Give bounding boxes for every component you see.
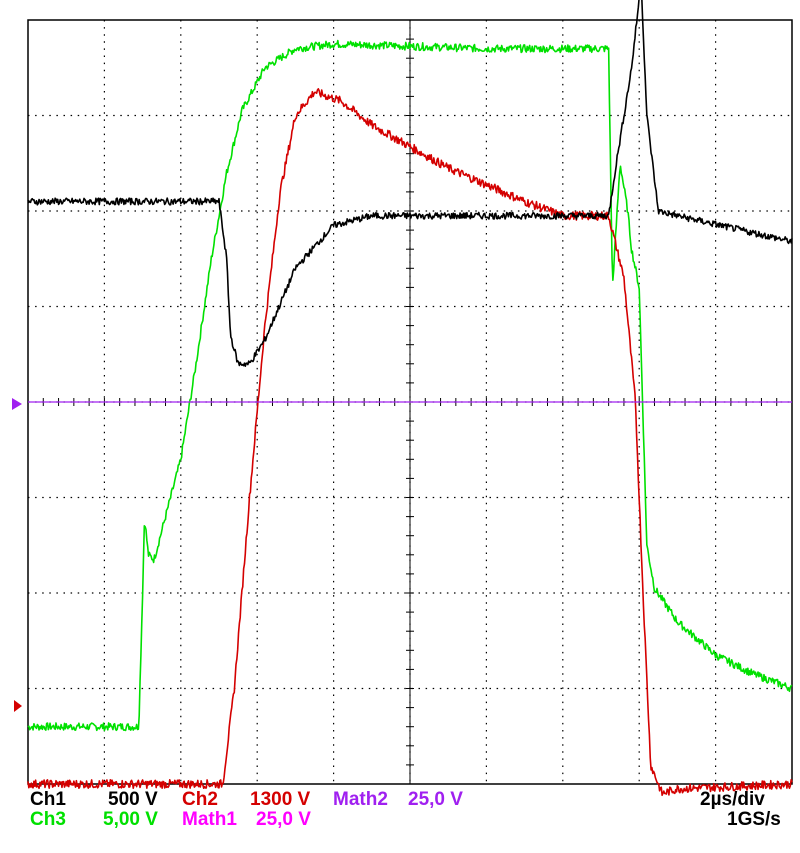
ch2-label: Ch2 [182, 789, 218, 810]
math2-scale: 25,0 V [408, 789, 463, 810]
ch2-ground-marker [14, 700, 22, 712]
ch3-trace [27, 39, 793, 732]
ch3-label: Ch3 [30, 809, 66, 830]
ch2-scale: 1300 V [250, 789, 311, 810]
math1-label: Math1 [182, 809, 237, 830]
sample-rate-readout: 1GS/s [727, 809, 781, 830]
math2-ground-marker [12, 398, 22, 410]
timebase-readout: 2µs/div [700, 789, 765, 810]
ch2-trace [27, 88, 793, 797]
ch1-label: Ch1 [30, 789, 66, 810]
ch1-trace [27, 0, 793, 368]
math2-label: Math2 [333, 789, 388, 810]
ch1-scale: 500 V [108, 789, 158, 810]
ch3-scale: 5,00 V [103, 809, 158, 830]
math1-scale: 25,0 V [256, 809, 311, 830]
trace-area [27, 0, 793, 797]
